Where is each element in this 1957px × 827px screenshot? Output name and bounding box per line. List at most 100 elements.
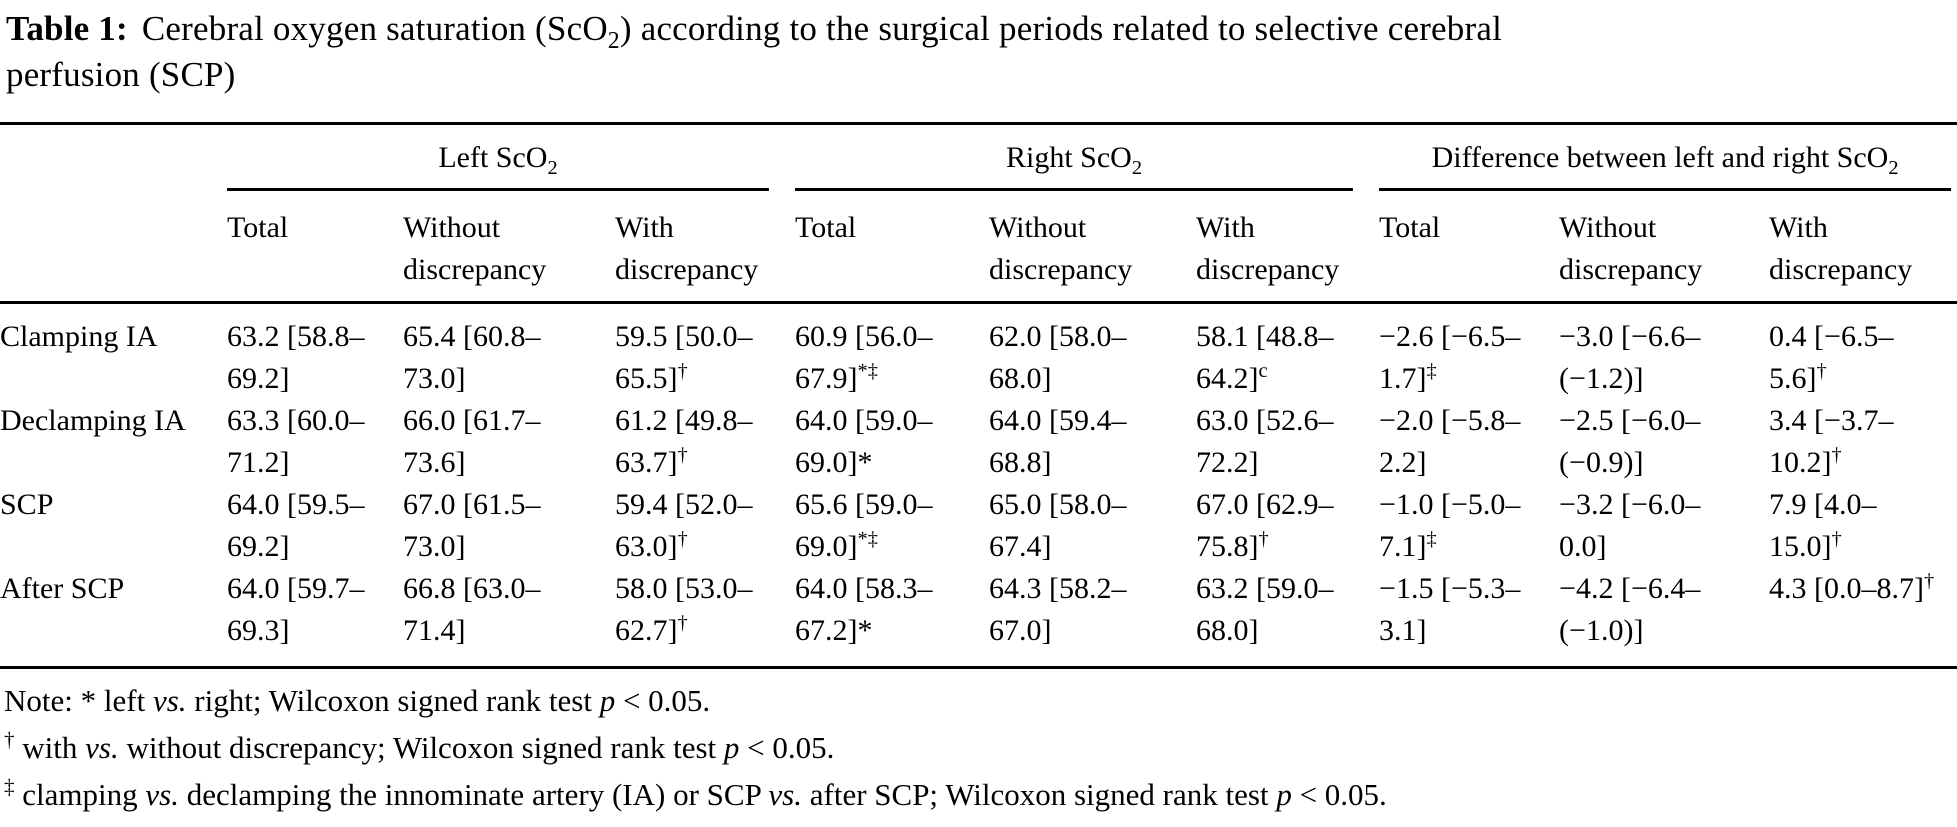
cell-value: 64.0 [59.5–69.2]: [227, 488, 365, 563]
cell-value: 64.0 [58.3–67.2]*: [795, 572, 933, 647]
table-cell: −3.0 [−6.6–(−1.2)]: [1559, 303, 1769, 401]
table-cell: 63.2 [58.8–69.2]: [227, 303, 403, 401]
column-header-without-discrepancy: Without discrepancy: [403, 191, 615, 304]
row-label: After SCP: [0, 568, 227, 669]
table-cell: 7.9 [4.0–15.0]†: [1769, 484, 1957, 568]
column-header-with-discrepancy: With discrepancy: [1769, 191, 1957, 304]
cell-value: 59.5 [50.0–65.5]: [615, 320, 753, 395]
table-cell: 59.4 [52.0–63.0]†: [615, 484, 795, 568]
table-title-line1: Table 1: Cerebral oxygen saturation (ScO2…: [6, 6, 1949, 54]
cell-value: −1.5 [−5.3–3.1]: [1379, 572, 1521, 647]
table-cell: 64.0 [58.3–67.2]*: [795, 568, 990, 669]
cell-value: −3.2 [−6.0–0.0]: [1559, 488, 1701, 563]
data-table: Left ScO2 Right ScO2 Difference between …: [0, 122, 1957, 669]
note-text: < 0.05.: [1291, 777, 1387, 812]
cell-value: 65.0 [58.0–67.4]: [989, 488, 1127, 563]
table-cell: 64.0 [59.7–69.3]: [227, 568, 403, 669]
note-text: p: [1276, 777, 1292, 812]
column-header-total: Total: [227, 191, 403, 304]
row-label: Declamping IA: [0, 404, 186, 437]
note-marker: †: [4, 727, 15, 752]
cell-value: 66.8 [63.0–71.4]: [403, 572, 541, 647]
group-header-left: Left ScO2: [227, 124, 795, 191]
cell-value: 65.6 [59.0–69.0]: [795, 488, 933, 563]
table-cell: 66.8 [63.0–71.4]: [403, 568, 615, 669]
table-cell: 3.4 [−3.7–10.2]†: [1769, 400, 1957, 484]
cell-value: 67.0 [62.9–75.8]: [1196, 488, 1334, 563]
cell-value: 67.0 [61.5–73.0]: [403, 488, 541, 563]
title-text-after-sub: ) according to the surgical periods rela…: [619, 9, 1503, 48]
note-text: vs.: [145, 777, 179, 812]
cell-superscript: †: [677, 612, 688, 634]
group-header-right: Right ScO2: [795, 124, 1379, 191]
group-header-difference: Difference between left and right ScO2: [1379, 124, 1957, 191]
cell-superscript: †: [677, 528, 688, 550]
group-label: Left ScO: [438, 141, 548, 174]
corner-cell: [0, 191, 227, 304]
cell-value: 61.2 [49.8–63.7]: [615, 404, 753, 479]
cell-superscript: †: [677, 360, 688, 382]
cell-value: −3.0 [−6.6–(−1.2)]: [1559, 320, 1701, 395]
subscript-2: 2: [1131, 157, 1143, 179]
row-label: SCP: [0, 488, 54, 521]
note-text: p: [599, 683, 616, 718]
column-header-total: Total: [795, 191, 990, 304]
note-text: declamping the innominate artery (IA) or…: [178, 777, 769, 812]
cell-value: 64.0 [59.0–69.0]*: [795, 404, 933, 479]
cell-value: 64.0 [59.7–69.3]: [227, 572, 365, 647]
table-cell: −2.5 [−6.0–(−0.9)]: [1559, 400, 1769, 484]
cell-value: 65.4 [60.8–73.0]: [403, 320, 541, 395]
cell-value: 58.0 [53.0–62.7]: [615, 572, 753, 647]
note-asterisk: Note: * left vs. right; Wilcoxon signed …: [4, 677, 1949, 724]
table-cell: 4.3 [0.0–8.7]†: [1769, 568, 1957, 669]
table-row-clamping-ia: Clamping IA 63.2 [58.8–69.2] 65.4 [60.8–…: [0, 303, 1957, 401]
cell-value: 7.9 [4.0–15.0]: [1769, 488, 1877, 563]
column-header-total: Total: [1379, 191, 1560, 304]
table-cell: −2.0 [−5.8–2.2]: [1379, 400, 1559, 484]
cell-superscript: †: [1816, 360, 1827, 382]
subscript-2: 2: [607, 28, 620, 54]
table-cell: 61.2 [49.8–63.7]†: [615, 400, 795, 484]
cell-superscript: †: [1831, 528, 1842, 550]
cell-superscript: †: [1831, 444, 1842, 466]
table-title-line2: perfusion (SCP): [6, 55, 236, 94]
note-marker: ‡: [4, 774, 15, 799]
cell-value: −2.0 [−5.8–2.2]: [1379, 404, 1521, 479]
title-text-before-sub: Cerebral oxygen saturation (ScO: [141, 9, 608, 48]
cell-value: 60.9 [56.0–67.9]: [795, 320, 933, 395]
table-cell: 67.0 [62.9–75.8]†: [1196, 484, 1379, 568]
note-text: vs.: [768, 777, 802, 812]
cell-value: 64.3 [58.2–67.0]: [989, 572, 1127, 647]
cell-value: −2.6 [−6.5–1.7]: [1379, 320, 1521, 395]
note-text: right; Wilcoxon signed rank test: [186, 683, 600, 718]
note-text: p: [723, 730, 740, 765]
corner-cell: [0, 124, 227, 192]
cell-superscript: c: [1258, 360, 1268, 382]
note-text: clamping: [14, 777, 146, 812]
cell-value: −4.2 [−6.4–(−1.0)]: [1559, 572, 1701, 647]
group-header-difference-rule: Difference between left and right ScO2: [1379, 125, 1952, 191]
subheader-row: Total Without discrepancy With discrepan…: [0, 191, 1957, 304]
table-title: Table 1: Cerebral oxygen saturation (ScO2…: [0, 0, 1957, 108]
table-notes: Note: * left vs. right; Wilcoxon signed …: [0, 669, 1957, 826]
table-cell: 63.3 [60.0–71.2]: [227, 400, 403, 484]
cell-superscript: †: [1258, 528, 1269, 550]
group-header-left-rule: Left ScO2: [227, 125, 770, 191]
cell-superscript: *‡: [857, 360, 878, 382]
column-header-with-discrepancy: With discrepancy: [1196, 191, 1380, 304]
table-cell: 64.3 [58.2–67.0]: [989, 568, 1197, 669]
cell-value: −2.5 [−6.0–(−0.9)]: [1559, 404, 1701, 479]
table-cell: 59.5 [50.0–65.5]†: [615, 303, 795, 401]
table-cell: −1.5 [−5.3–3.1]: [1379, 568, 1560, 669]
table-row-after-scp: After SCP 64.0 [59.7–69.3] 66.8 [63.0–71…: [0, 568, 1957, 669]
table-row-scp: SCP 64.0 [59.5–69.2] 67.0 [61.5–73.0] 59…: [0, 484, 1957, 568]
note-text: vs.: [85, 730, 119, 765]
cell-value: 3.4 [−3.7–10.2]: [1769, 404, 1894, 479]
table-cell: 63.2 [59.0–68.0]: [1196, 568, 1380, 669]
subscript-2: 2: [547, 157, 558, 179]
table-row-declamping-ia: Declamping IA 63.3 [60.0–71.2] 66.0 [61.…: [0, 400, 1957, 484]
cell-value: −1.0 [−5.0–7.1]: [1379, 488, 1521, 563]
cell-value: 63.2 [59.0–68.0]: [1196, 572, 1334, 647]
table-cell: 58.0 [53.0–62.7]†: [615, 568, 796, 669]
